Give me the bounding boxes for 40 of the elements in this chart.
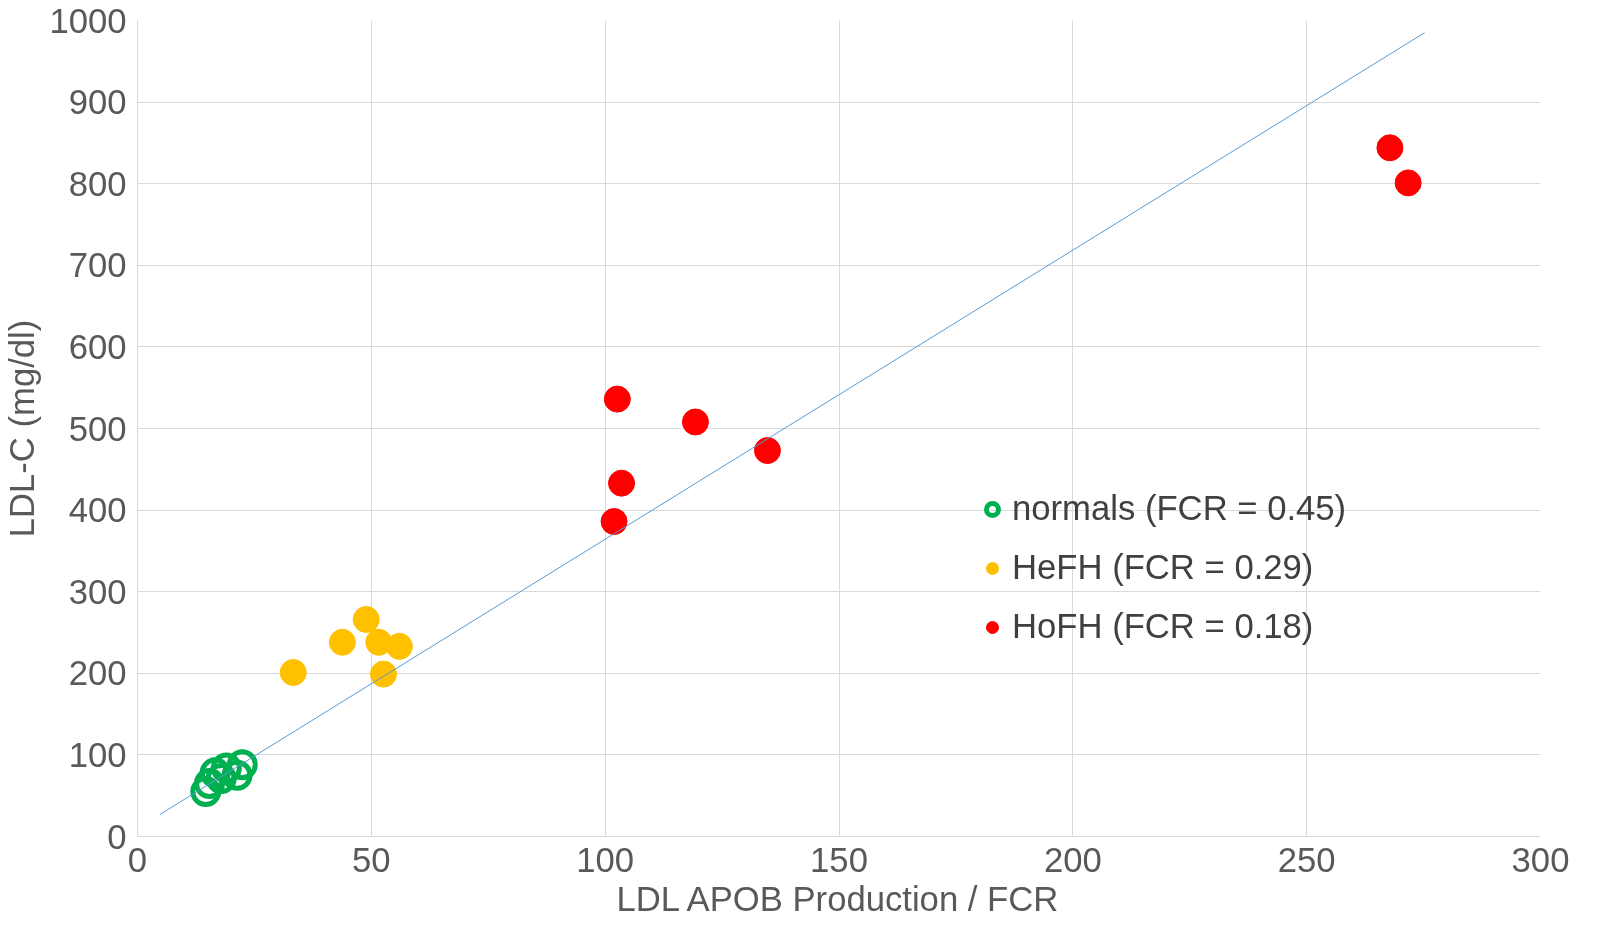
point — [1394, 169, 1422, 197]
y-tick-label: 300 — [68, 572, 127, 611]
x-tick-label: 300 — [1511, 840, 1570, 879]
point — [369, 660, 397, 688]
point — [221, 759, 253, 791]
x-tick-label: 150 — [810, 840, 868, 879]
point — [352, 605, 380, 633]
y-tick-label: 900 — [68, 83, 127, 122]
y-tick-label: 600 — [68, 327, 127, 366]
point — [205, 763, 237, 795]
x-tick-label: 200 — [1043, 840, 1102, 879]
y-tick-label: 400 — [68, 491, 127, 530]
y-axis-title: LDL-C (mg/dl) — [3, 319, 42, 538]
y-tick-label: 500 — [68, 409, 127, 448]
x-tick-label: 50 — [352, 840, 391, 879]
point — [328, 628, 356, 656]
point — [600, 508, 628, 535]
point — [190, 776, 222, 808]
point — [385, 632, 413, 660]
x-tick-label: 250 — [1277, 840, 1336, 879]
legend-label: HeFH (FCR = 0.29) — [1012, 548, 1314, 587]
x-tick-label: 100 — [576, 840, 635, 879]
point — [210, 752, 242, 784]
legend-label: normals (FCR = 0.45) — [1012, 489, 1347, 528]
x-axis-title: LDL APOB Production / FCR — [616, 879, 1059, 918]
point — [603, 385, 631, 413]
legend-label: HoFH (FCR = 0.18) — [1012, 607, 1314, 646]
y-tick-label: 700 — [68, 246, 127, 285]
point — [753, 437, 781, 465]
point — [608, 469, 636, 497]
y-tick-label: 800 — [68, 164, 127, 203]
y-tick-label: 100 — [68, 735, 127, 774]
point — [199, 757, 231, 789]
point — [681, 408, 709, 436]
point — [279, 659, 307, 686]
y-tick-label: 1000 — [49, 1, 127, 40]
point — [226, 749, 258, 781]
y-tick-label: 200 — [68, 654, 127, 693]
point — [1376, 134, 1404, 162]
point — [194, 767, 226, 799]
